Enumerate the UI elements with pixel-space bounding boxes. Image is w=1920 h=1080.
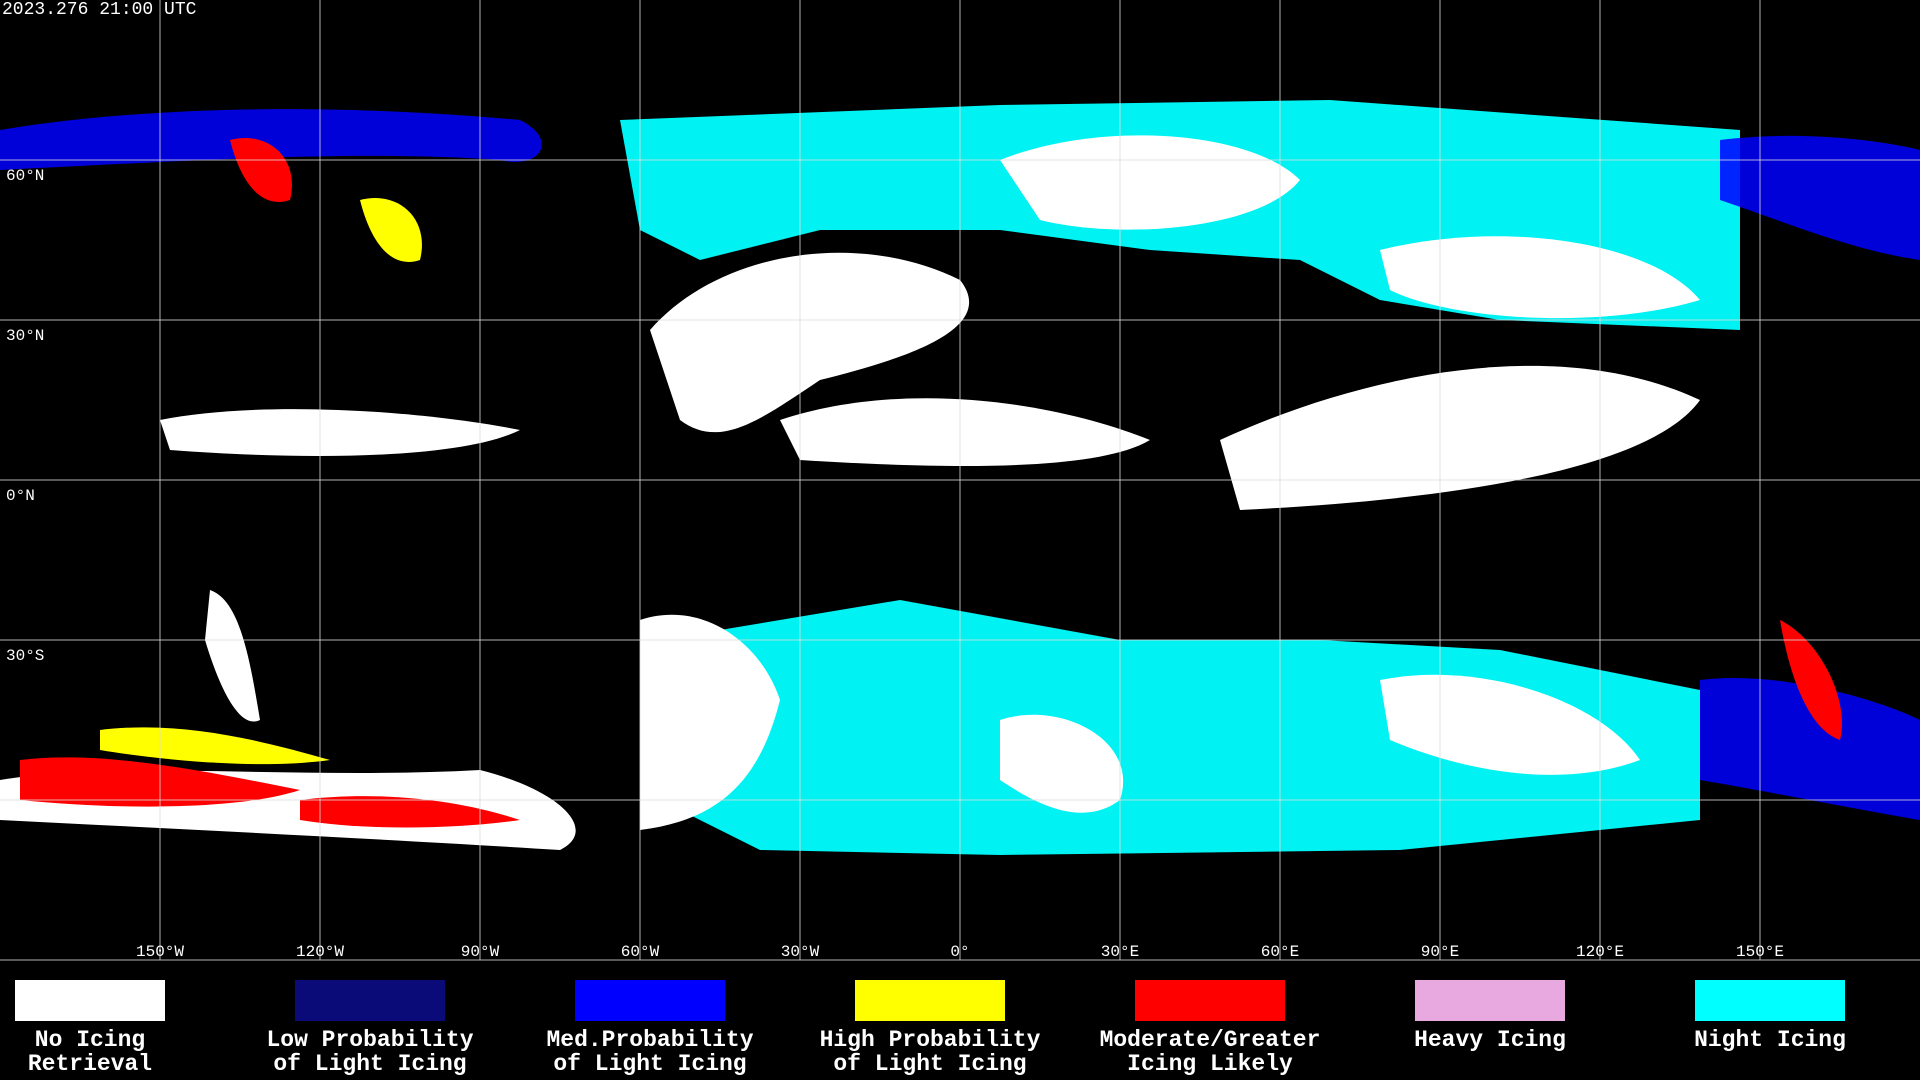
longitude-label: 60°W bbox=[621, 943, 660, 961]
cloud bbox=[1380, 674, 1640, 775]
legend-swatch bbox=[295, 980, 445, 1021]
legend-label: No Icing bbox=[35, 1027, 145, 1053]
icing-area bbox=[360, 198, 422, 262]
legend-swatch bbox=[855, 980, 1005, 1021]
latitude-label: 30°S bbox=[6, 647, 44, 665]
longitude-label: 150°E bbox=[1736, 943, 1784, 961]
icing-area bbox=[0, 109, 542, 170]
longitude-label: 30°W bbox=[781, 943, 820, 961]
latitude-label: 60°S bbox=[6, 807, 44, 825]
icing-area bbox=[1720, 135, 1920, 260]
longitude-label: 30°E bbox=[1101, 943, 1139, 961]
longitude-label: 90°E bbox=[1421, 943, 1459, 961]
longitude-label: 90°W bbox=[461, 943, 500, 961]
cloud bbox=[640, 614, 780, 830]
legend-label: Low Probability bbox=[266, 1027, 473, 1053]
icing-area bbox=[230, 138, 292, 202]
icing-area bbox=[1780, 620, 1842, 740]
legend-label: High Probability bbox=[820, 1027, 1041, 1053]
legend-label: Retrieval bbox=[28, 1051, 152, 1077]
legend-swatch bbox=[575, 980, 725, 1021]
longitude-label: 60°E bbox=[1261, 943, 1299, 961]
legend-label: of Light Icing bbox=[833, 1051, 1026, 1077]
legend-swatch bbox=[15, 980, 165, 1021]
cloud bbox=[1380, 236, 1700, 319]
icing-area bbox=[300, 796, 520, 828]
legend-swatch bbox=[1135, 980, 1285, 1021]
legend-label: of Light Icing bbox=[273, 1051, 466, 1077]
legend-label: Moderate/Greater bbox=[1100, 1027, 1321, 1053]
cloud bbox=[160, 409, 520, 456]
latitude-label: 0°N bbox=[6, 487, 35, 505]
legend-label: Heavy Icing bbox=[1414, 1027, 1566, 1053]
longitude-label: 120°W bbox=[296, 943, 344, 961]
longitude-label: 150°W bbox=[136, 943, 184, 961]
legend-label: Med.Probability bbox=[546, 1027, 753, 1053]
timestamp: 2023.276 21:00 UTC bbox=[2, 0, 197, 20]
legend-label: Icing Likely bbox=[1127, 1051, 1293, 1077]
icing-area bbox=[100, 727, 330, 765]
cloud bbox=[650, 252, 970, 433]
cloud bbox=[1000, 135, 1300, 230]
legend-label: of Light Icing bbox=[553, 1051, 746, 1077]
latitude-label: 30°N bbox=[6, 327, 44, 345]
legend-swatch bbox=[1415, 980, 1565, 1021]
icing-area bbox=[1700, 678, 1920, 820]
latitude-label: 60°N bbox=[6, 167, 44, 185]
longitude-label: 120°E bbox=[1576, 943, 1624, 961]
longitude-label: 0° bbox=[950, 943, 969, 961]
legend-label: Night Icing bbox=[1694, 1027, 1846, 1053]
cloud bbox=[1220, 365, 1700, 510]
cloud bbox=[205, 590, 260, 722]
cloud bbox=[780, 398, 1150, 466]
graticule bbox=[0, 0, 1920, 961]
legend-swatch bbox=[1695, 980, 1845, 1021]
cloud bbox=[1000, 714, 1124, 813]
